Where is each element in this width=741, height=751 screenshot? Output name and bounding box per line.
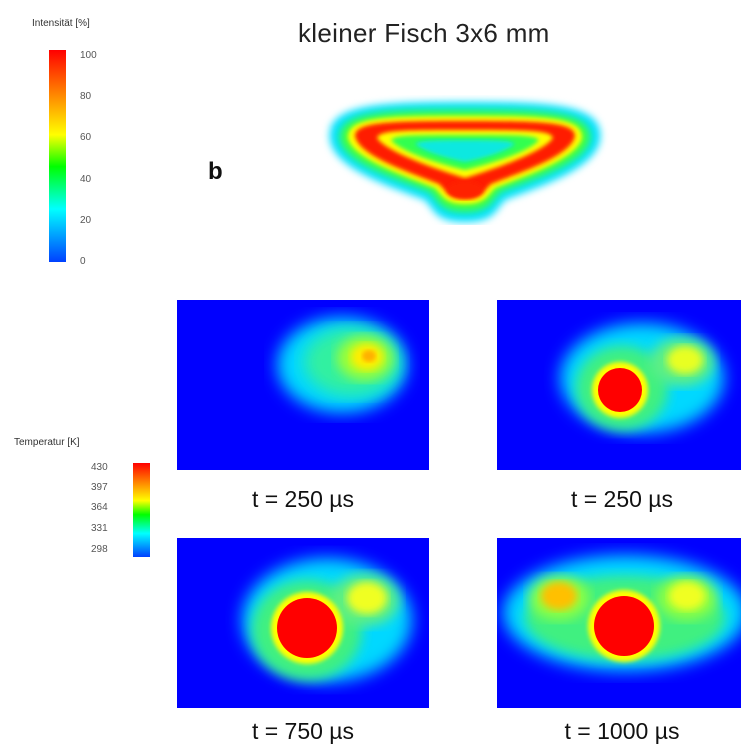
intensity-tick: 0: [80, 256, 86, 267]
temperature-field-panel-1: [177, 300, 429, 470]
intensity-tick: 80: [80, 91, 92, 102]
intensity-scale-title: Intensität [%]: [32, 18, 90, 29]
temperature-field-panel-2: [497, 300, 741, 470]
temperature-tick: 364: [91, 502, 108, 513]
temperature-field-panel-3: [177, 538, 429, 708]
temperature-colorbar: [133, 463, 150, 557]
intensity-tick: 20: [80, 215, 92, 226]
intensity-tick: 40: [80, 174, 92, 185]
figure-title: kleiner Fisch 3x6 mm: [298, 18, 550, 48]
panel-2-caption: t = 250 µs: [570, 486, 674, 512]
panel-4-caption: t = 1000 µs: [564, 718, 680, 744]
temperature-tick: 298: [91, 544, 108, 555]
intensity-tick: 100: [80, 50, 97, 61]
temperature-scale-title: Temperatur [K]: [14, 437, 80, 448]
intensity-colorbar: [49, 50, 66, 262]
temperature-tick: 430: [91, 462, 108, 473]
temperature-field-panel-4: [497, 538, 741, 708]
temperature-tick: 397: [91, 482, 108, 493]
panel-3-caption: t = 750 µs: [251, 718, 355, 744]
temperature-tick: 331: [91, 523, 108, 534]
fish-intensity-profile: [329, 102, 601, 222]
panel-label: b: [208, 158, 223, 185]
panel-1-caption: t = 250 µs: [251, 486, 355, 512]
intensity-tick: 60: [80, 132, 92, 143]
